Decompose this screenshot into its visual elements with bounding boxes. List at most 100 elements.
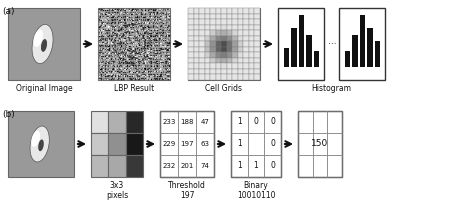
Ellipse shape [34,30,43,47]
Text: 1: 1 [237,161,242,171]
Bar [205,74,210,80]
Text: 47: 47 [201,119,210,125]
Bar [221,8,227,14]
Bar [360,15,365,67]
Ellipse shape [31,131,40,147]
Text: Histogram: Histogram [311,84,352,93]
Bar [193,8,199,14]
Bar [255,14,260,19]
Bar [232,52,238,58]
Bar [231,155,248,177]
Bar [196,111,214,133]
Bar [210,8,216,14]
Bar [238,47,243,52]
Bar [264,155,281,177]
Bar [249,69,255,74]
Bar [238,69,243,74]
Bar [255,30,260,36]
Bar [243,47,249,52]
Bar [160,111,214,177]
Bar [221,47,227,52]
Bar [126,133,143,155]
Bar [232,25,238,30]
Bar [249,30,255,36]
Bar [205,25,210,30]
Bar [255,25,260,30]
Ellipse shape [38,139,44,151]
Bar [255,19,260,25]
Bar [221,19,227,25]
Bar [345,52,350,67]
Bar [205,30,210,36]
Bar [227,58,232,63]
Bar [188,52,193,58]
Bar [231,111,248,133]
Bar [249,36,255,41]
Text: 0: 0 [270,118,275,126]
Bar [188,8,260,80]
Bar [210,19,216,25]
Bar [238,63,243,69]
Bar [205,58,210,63]
Bar [126,155,143,177]
Bar [249,74,255,80]
Bar [298,155,313,177]
Bar [238,41,243,47]
Bar [199,25,205,30]
Bar [8,111,74,177]
Bar [255,69,260,74]
Text: 0: 0 [270,140,275,149]
Bar [160,155,178,177]
Bar [91,155,109,177]
Bar [199,74,205,80]
Bar [216,52,221,58]
Ellipse shape [32,24,53,64]
Bar [232,47,238,52]
Bar [255,41,260,47]
Text: 232: 232 [163,163,176,169]
Bar [210,52,216,58]
Text: 0: 0 [270,161,275,171]
Bar [248,133,264,155]
Bar [98,8,170,80]
Bar [178,133,196,155]
Bar [255,47,260,52]
Bar [188,36,193,41]
Bar [188,41,193,47]
Bar [243,41,249,47]
Bar [216,69,221,74]
Bar [196,133,214,155]
Bar [221,41,227,47]
Bar [249,63,255,69]
Bar [221,74,227,80]
Bar [210,25,216,30]
Bar [210,63,216,69]
Bar [188,58,193,63]
Bar [199,47,205,52]
Bar [248,111,264,133]
Bar [248,155,264,177]
Bar [216,30,221,36]
Bar [291,28,297,67]
Bar [227,30,232,36]
Bar [299,15,304,67]
Bar [298,133,313,155]
Bar [227,74,232,80]
Bar [193,41,199,47]
Bar [255,52,260,58]
Bar [193,69,199,74]
Bar [205,52,210,58]
Bar [243,36,249,41]
Bar [221,30,227,36]
Bar [221,63,227,69]
Text: 1: 1 [254,161,258,171]
Bar [178,111,196,133]
Bar [249,41,255,47]
Bar [91,133,109,155]
Bar [328,111,342,133]
Bar [249,58,255,63]
Bar [243,8,249,14]
Bar [216,58,221,63]
Bar [8,8,80,80]
Bar [210,36,216,41]
